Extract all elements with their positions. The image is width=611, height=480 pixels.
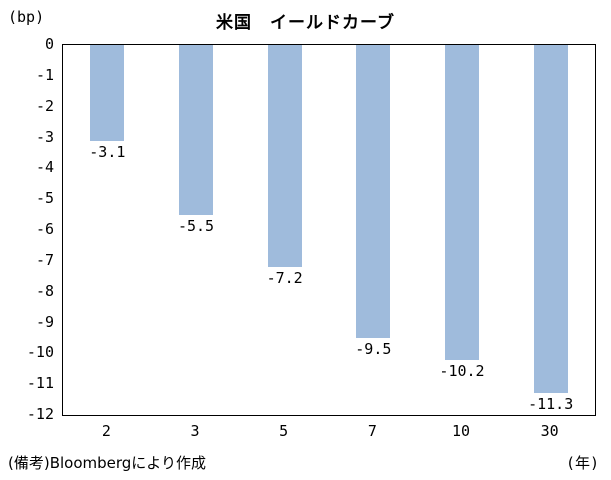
bar bbox=[533, 45, 568, 394]
x-tick-label: 30 bbox=[540, 422, 559, 440]
bar bbox=[267, 45, 302, 267]
x-tick-label: 3 bbox=[190, 422, 200, 440]
y-tick-label: -2 bbox=[35, 96, 54, 115]
y-tick-label: 0 bbox=[44, 35, 54, 53]
bar-value-label: -7.2 bbox=[266, 269, 303, 287]
bar-value-label: -3.1 bbox=[89, 142, 126, 161]
y-tick-label: -3 bbox=[35, 127, 54, 146]
x-tick-label: 10 bbox=[451, 422, 471, 440]
x-tick-label: 7 bbox=[367, 422, 377, 440]
bar-value-label: -10.2 bbox=[439, 361, 485, 380]
x-axis-tick-labels: 2 3 5 7 10 30 bbox=[62, 422, 594, 444]
y-tick-label: -7 bbox=[35, 250, 54, 269]
y-axis-unit-label: (bp) bbox=[8, 8, 45, 26]
y-tick-label: -10 bbox=[26, 343, 54, 362]
y-tick-label: -8 bbox=[35, 281, 54, 300]
bar-value-label: -5.5 bbox=[177, 216, 215, 235]
y-tick-label: -12 bbox=[26, 405, 54, 423]
source-note: (備考)Bloombergにより作成 bbox=[8, 454, 207, 472]
bar bbox=[179, 45, 213, 215]
bar-value-label: -11.3 bbox=[528, 395, 574, 414]
bar-value-label: -9.5 bbox=[355, 339, 392, 358]
y-axis-tick-labels: 0 -1 -2 -3 -4 -5 -6 -7 -8 -9 -10 -11 -12 bbox=[0, 35, 54, 423]
y-tick-label: -11 bbox=[26, 374, 54, 393]
bar bbox=[90, 45, 125, 141]
y-tick-label: -6 bbox=[35, 220, 54, 238]
bar bbox=[356, 45, 391, 338]
y-tick-label: -4 bbox=[35, 158, 54, 177]
y-tick-label: -5 bbox=[35, 189, 54, 208]
x-tick-label: 5 bbox=[279, 422, 289, 440]
bar bbox=[445, 45, 479, 360]
x-axis-unit-label: (年) bbox=[565, 454, 599, 472]
plot-area: -3.1 -5.5 -7.2 -9.5 -10.2 -11.3 bbox=[62, 44, 596, 416]
y-tick-label: -9 bbox=[35, 312, 54, 331]
chart-title: 米国 イールドカーブ bbox=[216, 13, 395, 33]
x-tick-label: 2 bbox=[101, 422, 111, 440]
y-tick-label: -1 bbox=[35, 65, 54, 84]
